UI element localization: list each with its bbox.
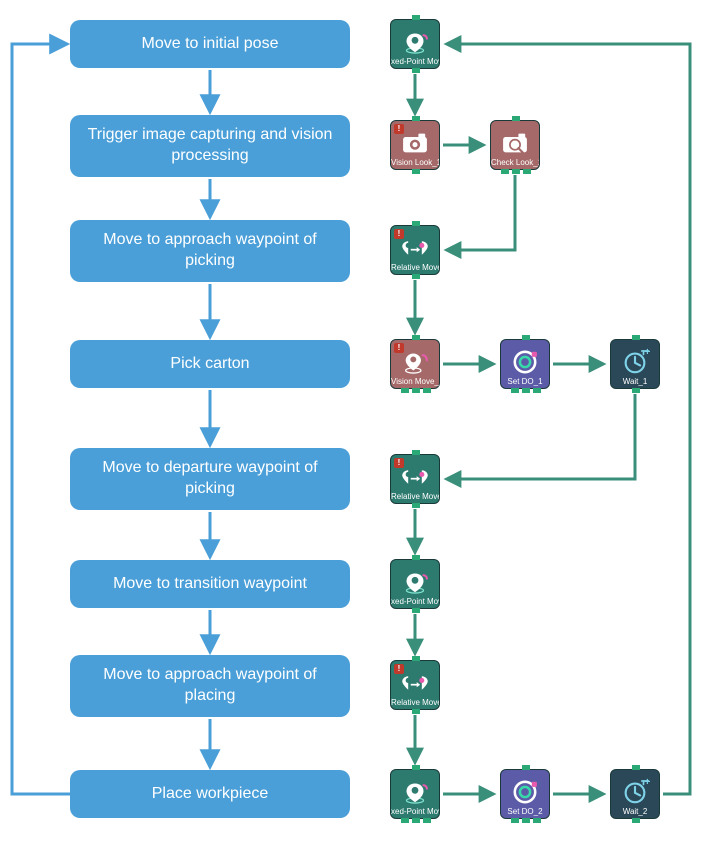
port-top-icon <box>412 555 420 560</box>
node-relative-move[interactable]: Relative Move_1! <box>390 225 440 275</box>
node-check-look[interactable]: Check Look_1 <box>490 120 540 170</box>
port-top-icon <box>522 765 530 770</box>
flow-step-label: Move to approach waypoint of picking <box>82 230 338 272</box>
fixed-point-move-icon <box>398 568 432 601</box>
port-bot-icon <box>412 169 420 174</box>
node-label: Relative Move_1 <box>391 263 439 272</box>
set-do-icon <box>508 348 542 381</box>
flow-step-step5: Move to departure waypoint of picking <box>70 448 350 510</box>
port-top-icon <box>522 335 530 340</box>
port-bot-icon <box>423 818 431 823</box>
warning-badge-icon: ! <box>394 458 404 468</box>
node-fixed-point-move[interactable]: xed-Point Move_ <box>390 19 440 69</box>
connector-line <box>447 394 635 479</box>
port-bot-icon <box>523 169 531 174</box>
node-relative-move[interactable]: Relative Move_2! <box>390 454 440 504</box>
fixed-point-move-icon <box>398 778 432 811</box>
set-do-icon <box>508 778 542 811</box>
node-label: Vision Move_1 <box>391 377 439 386</box>
port-top-icon <box>632 765 640 770</box>
node-label: Relative Move_2 <box>391 492 439 501</box>
port-bot-icon <box>412 608 420 613</box>
port-bot-icon <box>632 388 640 393</box>
connector-line <box>12 44 70 794</box>
svg-text:+: + <box>644 778 650 788</box>
port-top-icon <box>632 335 640 340</box>
flow-step-label: Move to departure waypoint of picking <box>82 458 338 500</box>
node-fixed-point-move[interactable]: xed-Point Move_ <box>390 559 440 609</box>
node-label: Set DO_2 <box>501 807 549 816</box>
fixed-point-move-icon <box>398 28 432 61</box>
flow-step-label: Move to initial pose <box>142 34 279 55</box>
flow-step-step1: Move to initial pose <box>70 20 350 68</box>
flow-step-label: Trigger image capturing and vision proce… <box>82 125 338 167</box>
port-bot-icon <box>533 818 541 823</box>
port-bot-icon <box>412 818 420 823</box>
node-label: xed-Point Move_ <box>391 57 439 66</box>
port-bot-icon <box>522 388 530 393</box>
node-label: Wait_2 <box>611 807 659 816</box>
node-label: Relative Move_3 <box>391 698 439 707</box>
node-wait[interactable]: + Wait_1 <box>610 339 660 389</box>
node-set-do[interactable]: Set DO_2 <box>500 769 550 819</box>
flow-step-step7: Move to approach waypoint of placing <box>70 655 350 717</box>
svg-text:+: + <box>644 348 650 358</box>
warning-badge-icon: ! <box>394 229 404 239</box>
node-label: Wait_1 <box>611 377 659 386</box>
port-bot-icon <box>501 169 509 174</box>
port-top-icon <box>412 221 420 226</box>
port-bot-icon <box>511 388 519 393</box>
port-bot-icon <box>423 388 431 393</box>
flow-step-step6: Move to transition waypoint <box>70 560 350 608</box>
warning-badge-icon: ! <box>394 124 404 134</box>
warning-badge-icon: ! <box>394 664 404 674</box>
port-bot-icon <box>412 503 420 508</box>
port-top-icon <box>412 656 420 661</box>
flow-step-step8: Place workpiece <box>70 770 350 818</box>
port-bot-icon <box>412 709 420 714</box>
check-look-icon <box>498 129 532 162</box>
node-vision-move[interactable]: Vision Move_1! <box>390 339 440 389</box>
port-top-icon <box>412 335 420 340</box>
port-bot-icon <box>533 388 541 393</box>
port-bot-icon <box>412 274 420 279</box>
flow-step-step4: Pick carton <box>70 340 350 388</box>
port-bot-icon <box>632 818 640 823</box>
node-vision-look[interactable]: Vision Look_1! <box>390 120 440 170</box>
port-bot-icon <box>511 818 519 823</box>
wait-icon: + <box>618 778 652 811</box>
node-set-do[interactable]: Set DO_1 <box>500 339 550 389</box>
connector-line <box>447 44 690 794</box>
port-bot-icon <box>401 818 409 823</box>
port-top-icon <box>412 15 420 20</box>
port-top-icon <box>412 116 420 121</box>
port-bot-icon <box>412 388 420 393</box>
node-label: Check Look_1 <box>491 158 539 167</box>
diagram-canvas: Move to initial pose Trigger image captur… <box>0 0 701 842</box>
port-bot-icon <box>522 818 530 823</box>
port-bot-icon <box>401 388 409 393</box>
node-wait[interactable]: + Wait_2 <box>610 769 660 819</box>
node-label: xed-Point Move_ <box>391 807 439 816</box>
flow-step-step2: Trigger image capturing and vision proce… <box>70 115 350 177</box>
port-top-icon <box>412 765 420 770</box>
port-top-icon <box>512 116 520 121</box>
flow-step-label: Place workpiece <box>152 784 269 805</box>
wait-icon: + <box>618 348 652 381</box>
node-fixed-point-move[interactable]: xed-Point Move_ <box>390 769 440 819</box>
flow-step-label: Pick carton <box>170 354 249 375</box>
flow-step-label: Move to approach waypoint of placing <box>82 665 338 707</box>
port-top-icon <box>412 450 420 455</box>
port-bot-icon <box>512 169 520 174</box>
connector-line <box>447 175 515 250</box>
flow-step-step3: Move to approach waypoint of picking <box>70 220 350 282</box>
node-relative-move[interactable]: Relative Move_3! <box>390 660 440 710</box>
port-bot-icon <box>412 68 420 73</box>
node-label: xed-Point Move_ <box>391 597 439 606</box>
warning-badge-icon: ! <box>394 343 404 353</box>
node-label: Set DO_1 <box>501 377 549 386</box>
flow-step-label: Move to transition waypoint <box>113 574 307 595</box>
node-label: Vision Look_1 <box>391 158 439 167</box>
